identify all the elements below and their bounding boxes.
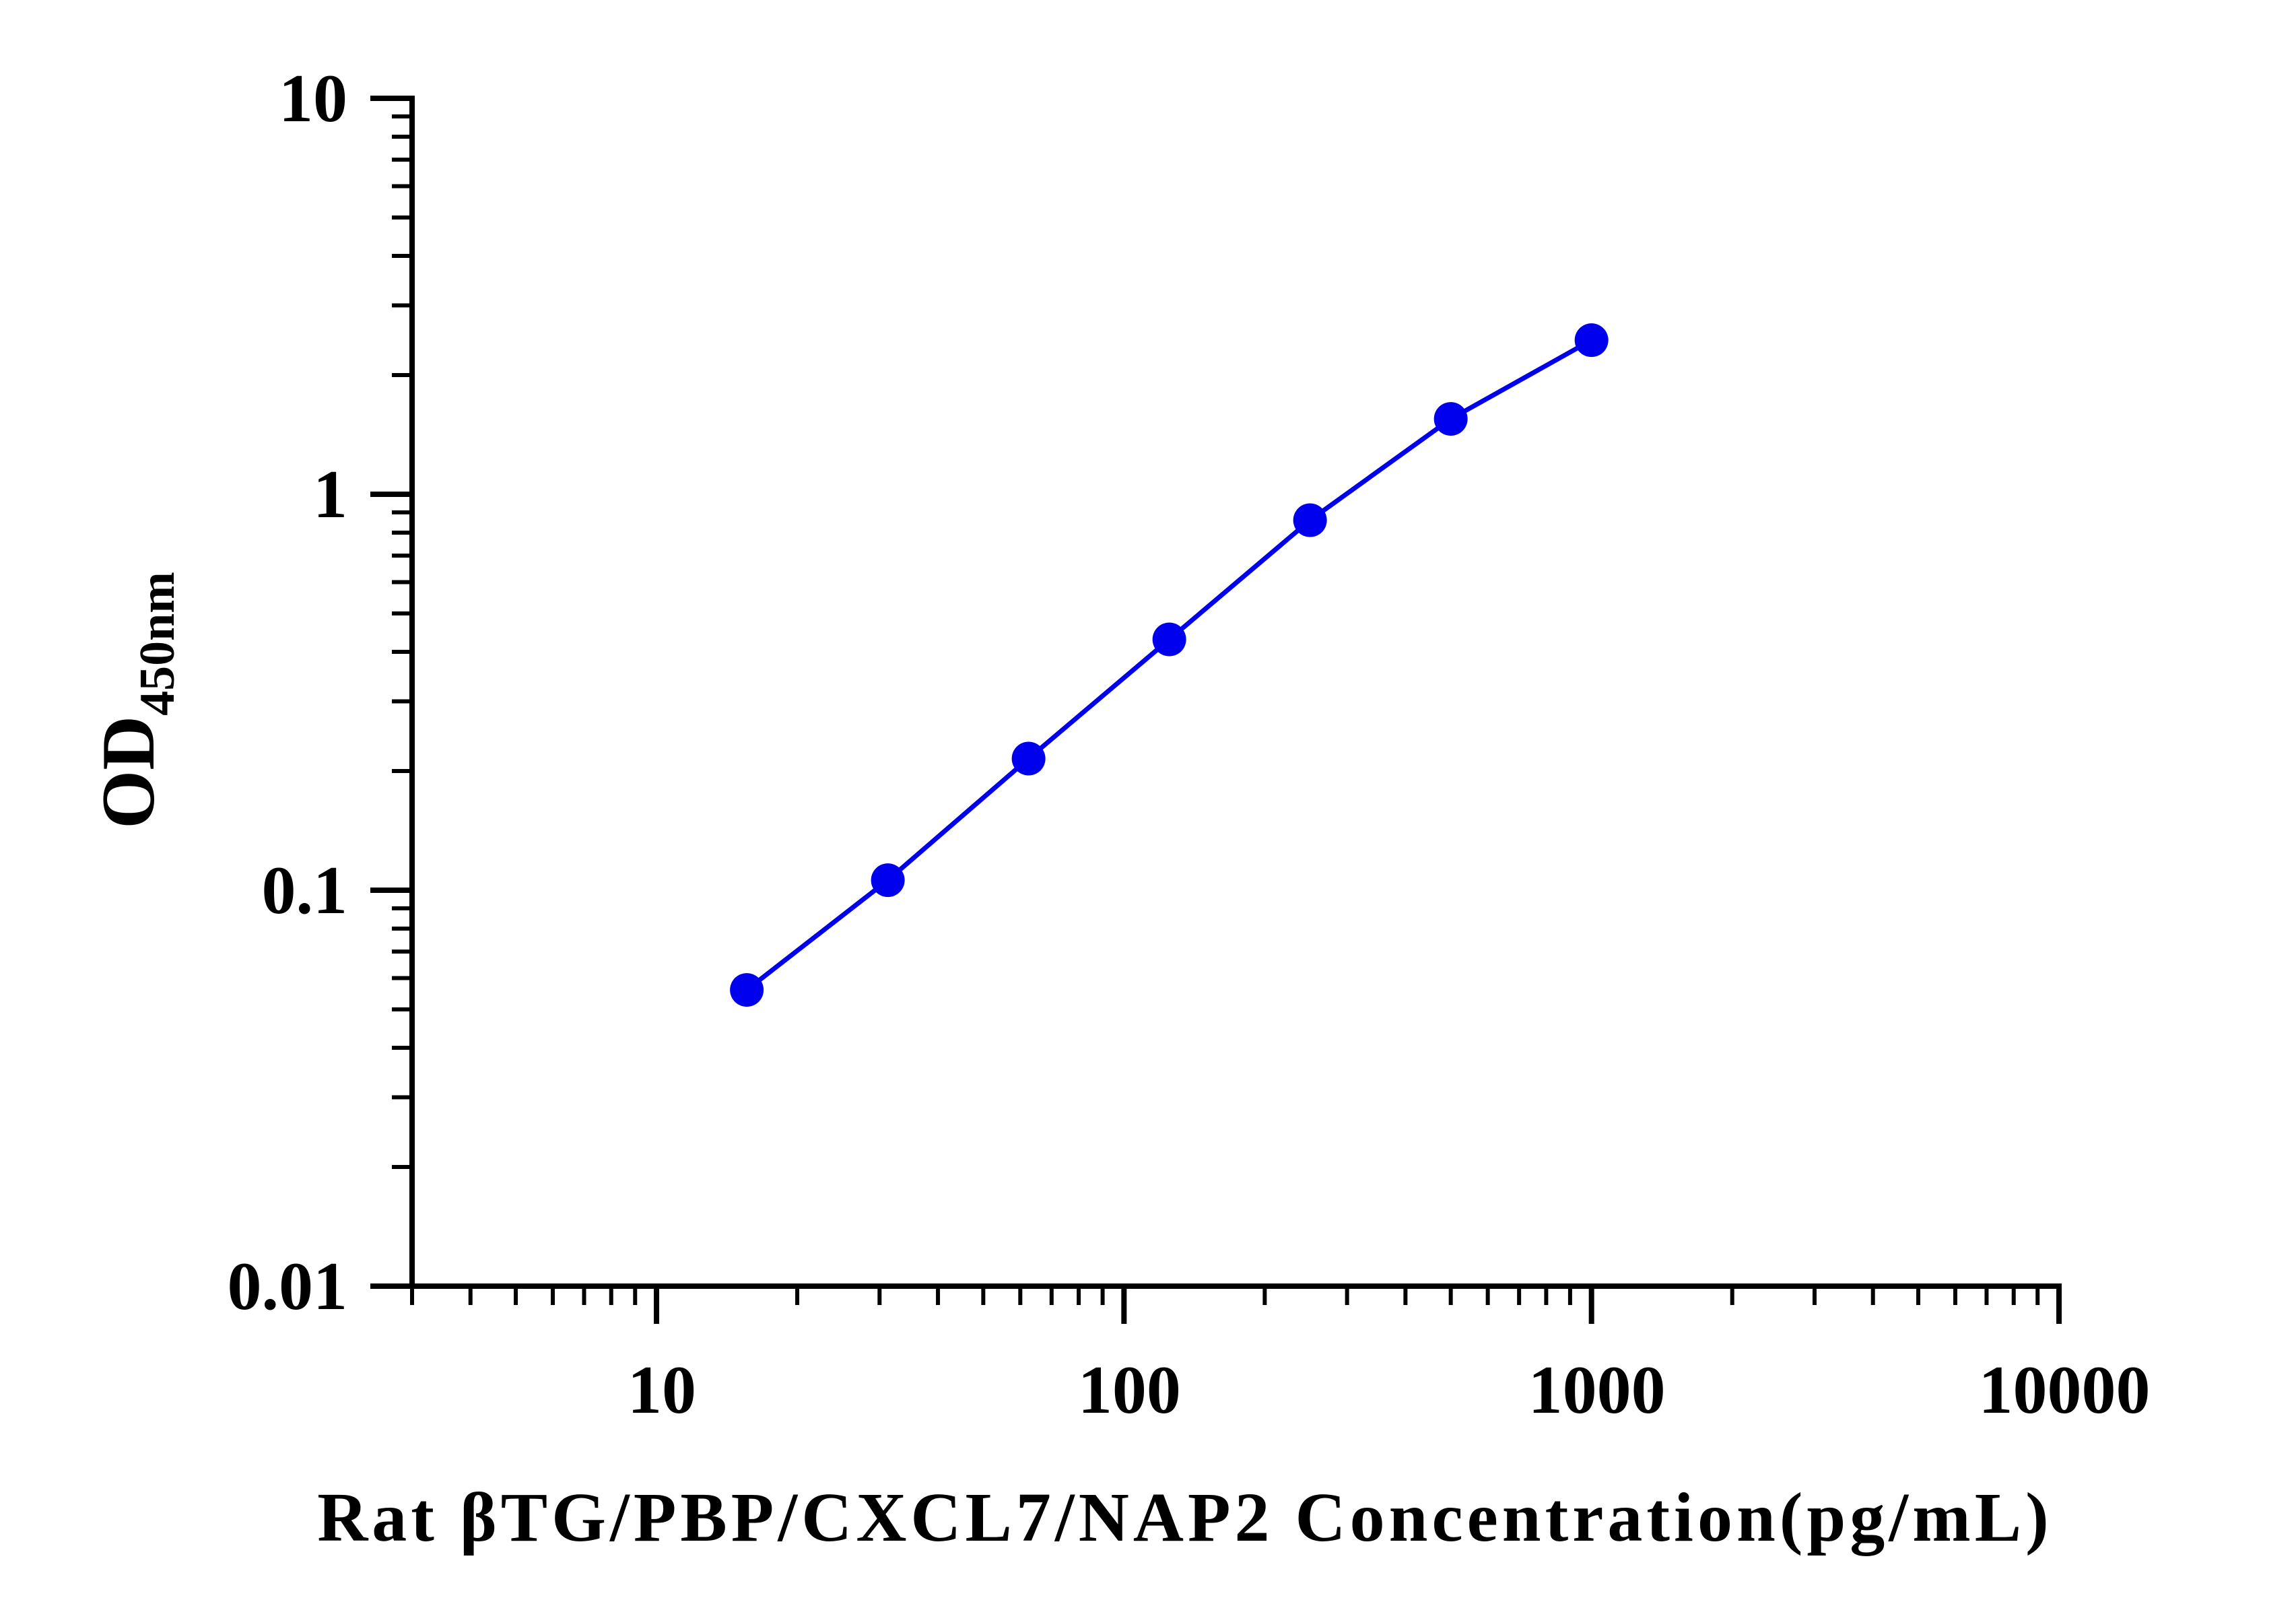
ticks [370, 96, 2062, 1324]
data-point [1152, 622, 1186, 657]
axes [409, 96, 2062, 1289]
tick-labels: 10 1 0.1 0.01 10 100 1000 10000 [228, 61, 2151, 1428]
data-point [1011, 741, 1046, 776]
x-tick-label: 10000 [1979, 1352, 2151, 1428]
data-point [871, 863, 905, 898]
x-tick-label: 10 [628, 1352, 696, 1428]
data-point [1293, 503, 1327, 537]
data-point [1574, 323, 1609, 358]
y-tick-label: 0.1 [262, 853, 348, 929]
y-tick-label: 10 [279, 61, 347, 137]
y-tick-label: 1 [313, 457, 347, 533]
y-axis-label-main: OD [87, 716, 170, 829]
y-axis-label: OD450nm [87, 572, 185, 829]
data-point [1433, 402, 1468, 436]
series-line [745, 338, 1593, 992]
x-tick-label: 100 [1078, 1352, 1181, 1428]
x-tick-label: 1000 [1528, 1352, 1666, 1428]
data-series [730, 323, 1609, 1007]
y-axis-label-sub: 450nm [130, 572, 185, 716]
y-tick-label: 0.01 [228, 1248, 348, 1325]
x-axis-label: Rat βTG/PBP/CXCL7/NAP2 Concentration(pg/… [317, 1479, 2053, 1556]
data-point [730, 973, 764, 1007]
